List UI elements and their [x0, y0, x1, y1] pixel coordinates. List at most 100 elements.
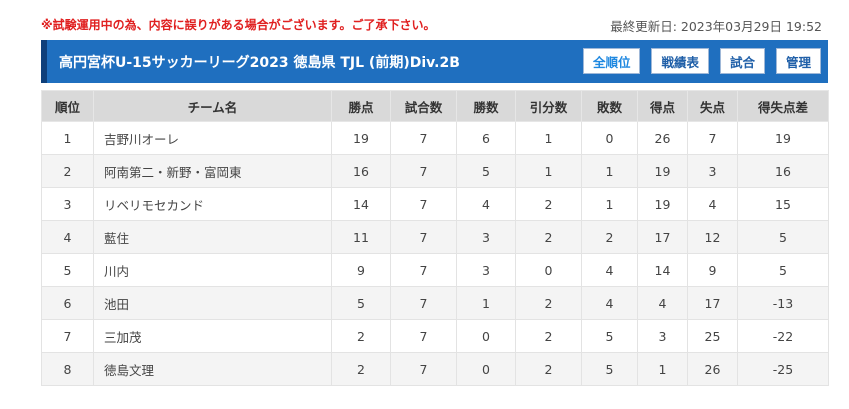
- cell-goals-against: 26: [687, 352, 738, 386]
- col-points: 勝点: [331, 90, 391, 122]
- cell-goals-against: 25: [687, 319, 738, 353]
- cell-losses: 5: [581, 352, 638, 386]
- cell-goals-against: 7: [687, 121, 738, 155]
- cell-losses: 1: [581, 187, 638, 221]
- cell-played: 7: [390, 286, 457, 320]
- cell-played: 7: [390, 352, 457, 386]
- cell-goals-for: 1: [637, 352, 688, 386]
- table-row: 3 リベリモセカンド 14 7 4 2 1 19 4 15: [41, 187, 829, 221]
- cell-goal-diff: -22: [737, 319, 829, 353]
- cell-goals-against: 17: [687, 286, 738, 320]
- table-row: 7 三加茂 2 7 0 2 5 3 25 -22: [41, 319, 829, 353]
- cell-wins: 6: [456, 121, 516, 155]
- cell-team: リベリモセカンド: [93, 187, 332, 221]
- cell-goal-diff: 15: [737, 187, 829, 221]
- col-team: チーム名: [93, 90, 332, 122]
- view-buttons: 全順位 戦績表 試合 管理: [582, 48, 821, 74]
- last-updated: 最終更新日: 2023年03月29日 19:52: [610, 19, 822, 34]
- cell-played: 7: [390, 187, 457, 221]
- cell-points: 2: [331, 319, 391, 353]
- cell-team: 川内: [93, 253, 332, 287]
- table-row: 1 吉野川オーレ 19 7 6 1 0 26 7 19: [41, 121, 829, 155]
- standings-table: 順位 チーム名 勝点 試合数 勝数 引分数 敗数 得点 失点 得失点差 1 吉野川…: [41, 90, 829, 386]
- table-header-row: 順位 チーム名 勝点 試合数 勝数 引分数 敗数 得点 失点 得失点差: [41, 90, 829, 122]
- cell-rank: 2: [41, 154, 94, 188]
- col-rank: 順位: [41, 90, 94, 122]
- cell-team: 徳島文理: [93, 352, 332, 386]
- cell-rank: 1: [41, 121, 94, 155]
- col-wins: 勝数: [456, 90, 516, 122]
- col-draws: 引分数: [515, 90, 582, 122]
- cell-points: 5: [331, 286, 391, 320]
- standings-body: 1 吉野川オーレ 19 7 6 1 0 26 7 19 2 阿南第二・新野・富岡東 16 7 5 1 1 19 3 1…: [41, 121, 829, 386]
- col-goals-for: 得点: [637, 90, 688, 122]
- cell-points: 16: [331, 154, 391, 188]
- cell-goal-diff: -25: [737, 352, 829, 386]
- cell-goals-against: 12: [687, 220, 738, 254]
- cell-wins: 3: [456, 220, 516, 254]
- table-row: 4 藍住 11 7 3 2 2 17 12 5: [41, 220, 829, 254]
- col-played: 試合数: [390, 90, 457, 122]
- record-button[interactable]: 戦績表: [651, 48, 709, 74]
- cell-rank: 5: [41, 253, 94, 287]
- table-row: 2 阿南第二・新野・富岡東 16 7 5 1 1 19 3 16: [41, 154, 829, 188]
- col-goal-diff: 得失点差: [737, 90, 829, 122]
- trial-notice: ※試験運用中の為、内容に誤りがある場合がございます。ご了承下さい。: [41, 18, 436, 32]
- cell-goals-against: 9: [687, 253, 738, 287]
- table-row: 5 川内 9 7 3 0 4 14 9 5: [41, 253, 829, 287]
- admin-button[interactable]: 管理: [775, 48, 821, 74]
- cell-team: 藍住: [93, 220, 332, 254]
- cell-wins: 4: [456, 187, 516, 221]
- col-goals-against: 失点: [687, 90, 738, 122]
- cell-goals-for: 26: [637, 121, 688, 155]
- cell-goals-for: 17: [637, 220, 688, 254]
- cell-goal-diff: 16: [737, 154, 829, 188]
- header-row: ※試験運用中の為、内容に誤りがある場合がございます。ご了承下さい。 最終更新日:…: [0, 0, 849, 40]
- ranking-button[interactable]: 全順位: [582, 48, 641, 74]
- cell-rank: 7: [41, 319, 94, 353]
- table-row: 8 徳島文理 2 7 0 2 5 1 26 -25: [41, 352, 829, 386]
- cell-draws: 1: [515, 154, 582, 188]
- cell-played: 7: [390, 253, 457, 287]
- cell-points: 14: [331, 187, 391, 221]
- cell-draws: 0: [515, 253, 582, 287]
- cell-team: 池田: [93, 286, 332, 320]
- cell-rank: 8: [41, 352, 94, 386]
- cell-goal-diff: 19: [737, 121, 829, 155]
- cell-played: 7: [390, 121, 457, 155]
- cell-losses: 1: [581, 154, 638, 188]
- cell-goals-for: 4: [637, 286, 688, 320]
- cell-goals-for: 3: [637, 319, 688, 353]
- cell-team: 吉野川オーレ: [93, 121, 332, 155]
- cell-played: 7: [390, 319, 457, 353]
- title-bar: 高円宮杯U-15サッカーリーグ2023 徳島県 TJL (前期)Div.2B 全…: [41, 40, 828, 83]
- cell-rank: 4: [41, 220, 94, 254]
- table-row: 6 池田 5 7 1 2 4 4 17 -13: [41, 286, 829, 320]
- cell-goals-for: 14: [637, 253, 688, 287]
- cell-draws: 2: [515, 220, 582, 254]
- cell-draws: 2: [515, 286, 582, 320]
- cell-goal-diff: 5: [737, 220, 829, 254]
- col-losses: 敗数: [581, 90, 638, 122]
- cell-wins: 3: [456, 253, 516, 287]
- match-button[interactable]: 試合: [719, 48, 765, 74]
- cell-losses: 2: [581, 220, 638, 254]
- cell-played: 7: [390, 220, 457, 254]
- cell-wins: 5: [456, 154, 516, 188]
- cell-goals-for: 19: [637, 154, 688, 188]
- cell-wins: 0: [456, 319, 516, 353]
- cell-points: 11: [331, 220, 391, 254]
- cell-goals-against: 3: [687, 154, 738, 188]
- cell-rank: 6: [41, 286, 94, 320]
- cell-goals-against: 4: [687, 187, 738, 221]
- cell-points: 19: [331, 121, 391, 155]
- cell-goal-diff: -13: [737, 286, 829, 320]
- cell-draws: 2: [515, 187, 582, 221]
- cell-rank: 3: [41, 187, 94, 221]
- cell-team: 三加茂: [93, 319, 332, 353]
- cell-goal-diff: 5: [737, 253, 829, 287]
- cell-losses: 4: [581, 253, 638, 287]
- cell-points: 2: [331, 352, 391, 386]
- cell-draws: 1: [515, 121, 582, 155]
- cell-played: 7: [390, 154, 457, 188]
